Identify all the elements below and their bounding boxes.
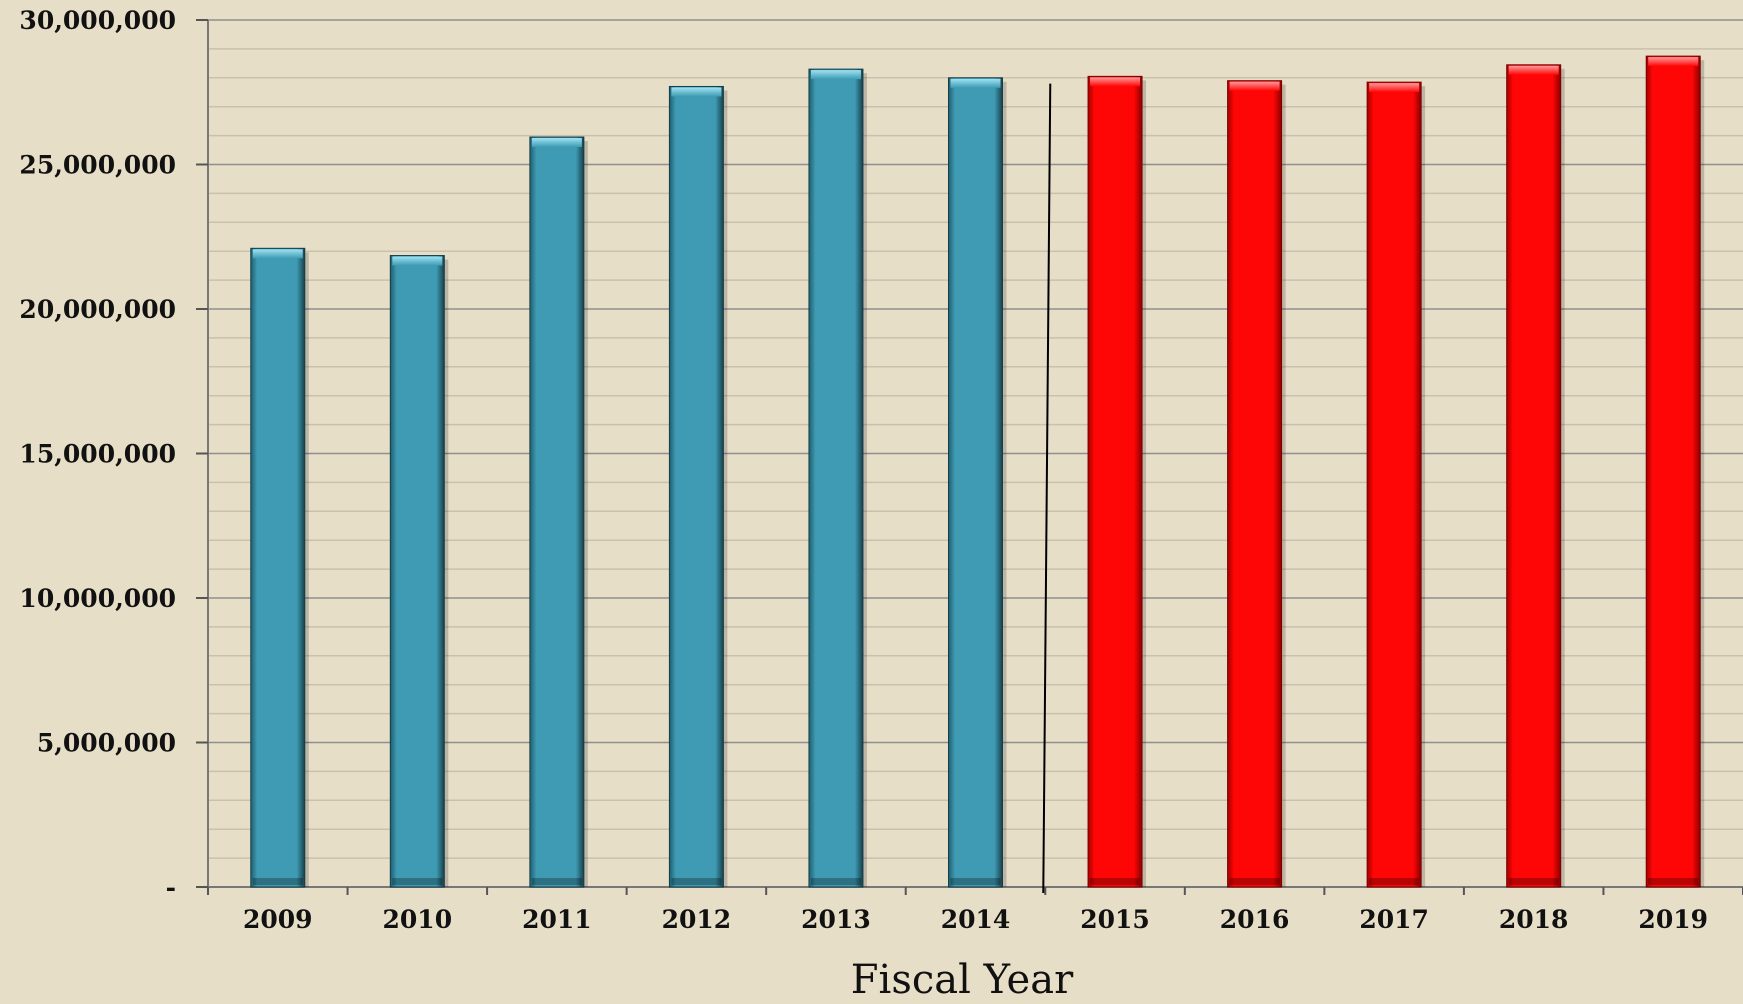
bar-base: [1229, 878, 1280, 885]
bar-cap: [1508, 65, 1559, 75]
period-divider-line: [1042, 83, 1052, 894]
bar: [1087, 75, 1143, 888]
y-tick-label: 10,000,000: [19, 584, 176, 613]
bar-2012: [668, 85, 728, 888]
bar-cap: [950, 78, 1001, 88]
x-tick-label: 2012: [662, 905, 732, 934]
bar: [1645, 55, 1701, 888]
bar-2018: [1506, 64, 1565, 888]
x-tick-label: 2017: [1359, 905, 1429, 934]
bar-2009: [250, 247, 309, 888]
bar: [529, 136, 585, 888]
bar-base: [1648, 878, 1699, 885]
bar-base: [810, 878, 861, 885]
bar-cap: [671, 87, 722, 97]
bar-2019: [1645, 55, 1705, 888]
bar-base: [1508, 878, 1559, 885]
y-tick-label: 5,000,000: [37, 729, 176, 758]
bar-base: [392, 878, 443, 885]
bar-cap: [252, 249, 303, 259]
bar-cap: [1090, 77, 1141, 87]
x-tick-label: 2016: [1220, 905, 1290, 934]
bar: [1227, 80, 1283, 888]
x-tick-label: 2014: [941, 905, 1011, 934]
x-tick-label: 2015: [1080, 905, 1150, 934]
bar: [668, 85, 724, 888]
bar: [250, 247, 306, 888]
y-tick-label: 20,000,000: [19, 295, 176, 324]
bar: [389, 255, 445, 888]
x-tick-label: 2018: [1499, 905, 1569, 934]
bar-base: [1369, 878, 1420, 885]
y-tick-label: -: [166, 873, 176, 902]
x-tick-label: 2010: [383, 905, 453, 934]
bar-base: [252, 878, 303, 885]
x-tick-label: 2013: [801, 905, 871, 934]
bar-2010: [389, 255, 449, 888]
bar-2014: [948, 77, 1007, 888]
bar-cap: [531, 138, 582, 148]
bar-cap: [1369, 83, 1420, 93]
x-tick-label: 2011: [522, 905, 592, 934]
y-tick-label: 15,000,000: [19, 440, 176, 469]
x-tick-label: 2019: [1638, 905, 1708, 934]
bar: [948, 77, 1003, 888]
bar-cap: [810, 70, 861, 80]
bar-2017: [1366, 81, 1426, 888]
bar-2016: [1227, 80, 1286, 888]
bar: [1506, 64, 1562, 888]
y-tick-label: 25,000,000: [19, 151, 176, 180]
bar-cap: [1229, 81, 1280, 91]
bar-base: [1090, 878, 1141, 885]
bar: [808, 68, 864, 888]
bar: [1366, 81, 1422, 888]
bar-base: [531, 878, 582, 885]
bar-2015: [1087, 75, 1147, 888]
y-tick-label: 30,000,000: [19, 6, 176, 35]
bar-2013: [808, 68, 867, 888]
x-axis-title: Fiscal Year: [851, 957, 1074, 1003]
bar-base: [671, 878, 722, 885]
bar-2011: [529, 136, 588, 888]
bar-cap: [1648, 57, 1699, 67]
bar-cap: [392, 256, 443, 266]
x-tick-label: 2009: [243, 905, 313, 934]
bar-base: [950, 878, 1001, 885]
